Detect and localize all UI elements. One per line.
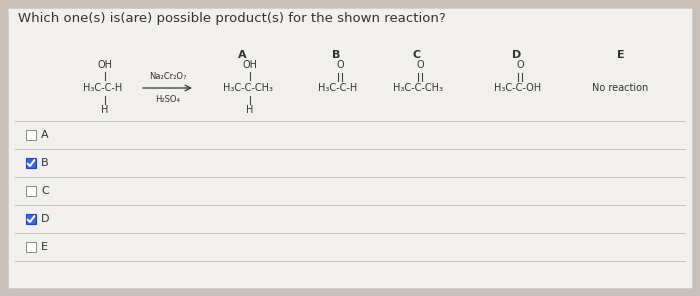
Text: H: H [102, 105, 108, 115]
Text: OH: OH [97, 60, 113, 70]
Bar [26, 242, 36, 252]
Text: C: C [41, 186, 49, 196]
Text: B: B [41, 158, 48, 168]
Text: E: E [617, 50, 624, 60]
Bar [26, 158, 36, 168]
Text: H₃C-C-H: H₃C-C-H [83, 83, 122, 93]
Bar [26, 186, 36, 196]
Text: C: C [412, 50, 420, 60]
Bar [26, 214, 36, 224]
Text: H₃C-C-OH: H₃C-C-OH [494, 83, 542, 93]
Text: A: A [41, 130, 48, 140]
Text: H₃C-C-H: H₃C-C-H [318, 83, 358, 93]
Text: D: D [41, 214, 50, 224]
Text: No reaction: No reaction [592, 83, 648, 93]
Text: Which one(s) is(are) possible product(s) for the shown reaction?: Which one(s) is(are) possible product(s)… [18, 12, 446, 25]
Text: OH: OH [242, 60, 258, 70]
Text: O: O [416, 60, 424, 70]
Text: Na₂Cr₂O₇: Na₂Cr₂O₇ [149, 72, 186, 81]
Text: H₂SO₄: H₂SO₄ [155, 95, 180, 104]
Text: H₃C-C-CH₃: H₃C-C-CH₃ [393, 83, 443, 93]
Text: A: A [238, 50, 246, 60]
Text: E: E [41, 242, 48, 252]
Text: H: H [246, 105, 253, 115]
FancyBboxPatch shape [8, 8, 692, 288]
Bar [26, 130, 36, 140]
Text: H₃C-C-CH₃: H₃C-C-CH₃ [223, 83, 273, 93]
Text: B: B [332, 50, 340, 60]
Text: D: D [512, 50, 522, 60]
Text: O: O [516, 60, 524, 70]
Text: O: O [336, 60, 344, 70]
